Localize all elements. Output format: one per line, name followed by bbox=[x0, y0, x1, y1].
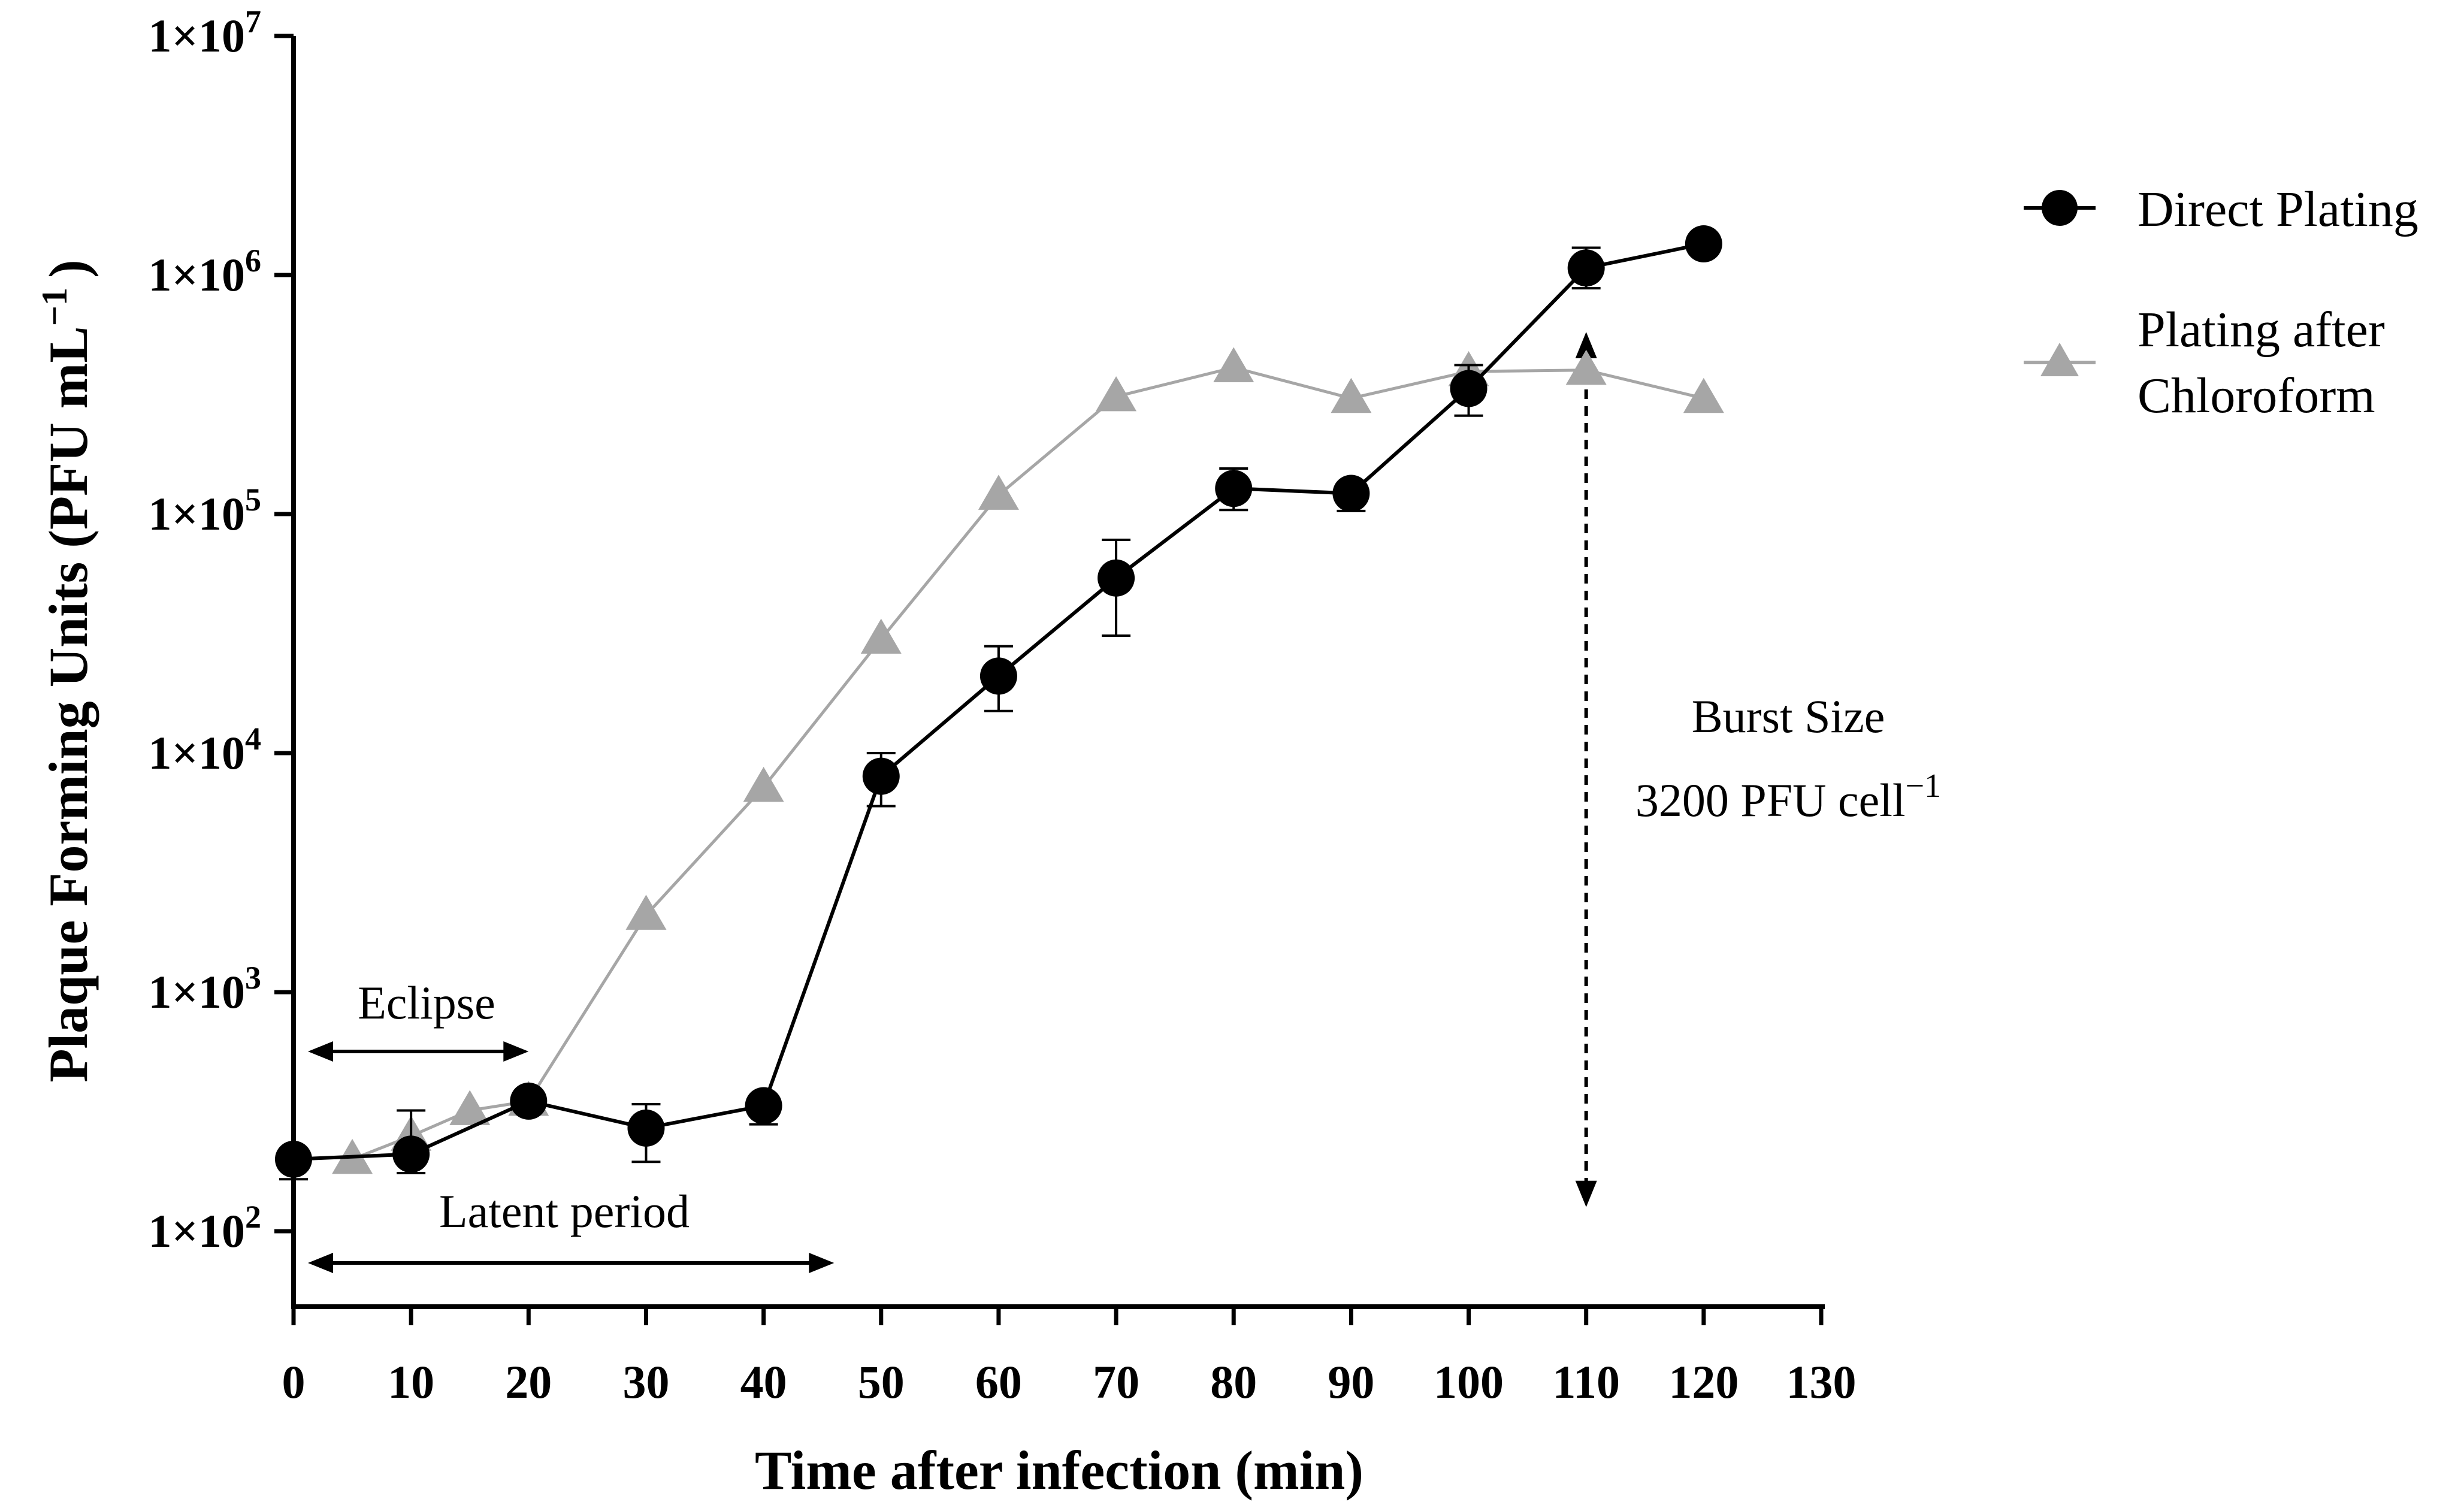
latent-arrowhead-left bbox=[308, 1253, 333, 1273]
eclipse-label: Eclipse bbox=[358, 977, 495, 1029]
x-tick-label: 0 bbox=[282, 1356, 306, 1408]
data-point bbox=[1213, 347, 1254, 382]
y-tick-label: 1×106 bbox=[149, 243, 261, 301]
data-point bbox=[860, 618, 902, 654]
latent-period-label: Latent period bbox=[439, 1185, 690, 1237]
x-tick-label: 40 bbox=[740, 1356, 787, 1408]
burst-size-value: 3200 PFU cell−1 bbox=[1635, 767, 1941, 826]
series-direct-plating bbox=[275, 225, 1722, 1181]
x-tick-label: 10 bbox=[388, 1356, 434, 1408]
data-point bbox=[862, 757, 900, 795]
series-layer bbox=[275, 225, 1724, 1181]
data-point bbox=[1332, 475, 1370, 512]
y-ticks: 1×102 1×103 1×104 1×105 1×106 1×107 bbox=[149, 4, 294, 1257]
legend-chloroform-label-line2: Chloroform bbox=[2138, 368, 2375, 424]
data-point bbox=[745, 1087, 782, 1125]
data-point bbox=[1683, 377, 1724, 413]
y-tick-label: 1×105 bbox=[149, 482, 261, 540]
x-tick-label: 130 bbox=[1786, 1356, 1857, 1408]
y-tick-label: 1×103 bbox=[149, 960, 261, 1018]
y-tick-label: 1×107 bbox=[149, 4, 261, 62]
data-point bbox=[392, 1135, 430, 1173]
x-tick-label: 90 bbox=[1328, 1356, 1374, 1408]
data-point bbox=[1331, 377, 1372, 413]
burst-size-value-exponent: −1 bbox=[1906, 767, 1942, 805]
legend-chloroform-marker bbox=[2040, 343, 2079, 376]
data-point bbox=[1450, 370, 1488, 407]
legend-chloroform-label-line1: Plating after bbox=[2138, 302, 2385, 358]
x-tick-label: 30 bbox=[622, 1356, 669, 1408]
x-tick-label: 80 bbox=[1210, 1356, 1257, 1408]
burst-size-value-text: 3200 PFU cell bbox=[1635, 774, 1906, 826]
latent-arrowhead-right bbox=[809, 1253, 835, 1273]
data-point bbox=[510, 1082, 548, 1120]
burst-arrowhead-top bbox=[1575, 332, 1597, 358]
annotations: Eclipse Latent period Burst Size 3200 PF… bbox=[308, 332, 1941, 1273]
data-point bbox=[1565, 349, 1607, 385]
legend-direct-label: Direct Plating bbox=[2138, 182, 2418, 237]
x-tick-label: 120 bbox=[1668, 1356, 1739, 1408]
data-point bbox=[1096, 376, 1137, 412]
eclipse-arrowhead-left bbox=[308, 1041, 333, 1062]
data-point bbox=[743, 766, 784, 802]
data-point bbox=[1215, 470, 1253, 507]
y-tick-label: 1×104 bbox=[149, 721, 261, 779]
data-point bbox=[627, 1109, 665, 1147]
data-point bbox=[1567, 249, 1605, 287]
series-plating-after-chloroform bbox=[332, 347, 1724, 1174]
x-ticks: 0 10 20 30 40 50 60 70 80 90 100 110 120 130 bbox=[282, 1307, 1857, 1408]
x-tick-label: 50 bbox=[858, 1356, 905, 1408]
data-point bbox=[1685, 225, 1722, 262]
y-axis-title-main: Plaque Forming Units (PFU mL bbox=[38, 326, 99, 1082]
data-point bbox=[978, 475, 1019, 510]
y-axis-title-close: ) bbox=[38, 259, 99, 278]
x-axis-title: Time after infection (min) bbox=[755, 1440, 1363, 1501]
x-tick-label: 70 bbox=[1093, 1356, 1139, 1408]
y-axis-title-exponent: −1 bbox=[35, 288, 74, 326]
legend-direct-marker bbox=[2042, 190, 2078, 226]
data-point bbox=[1098, 559, 1135, 597]
x-tick-label: 20 bbox=[505, 1356, 552, 1408]
eclipse-arrowhead-right bbox=[503, 1041, 529, 1062]
burst-size-label: Burst Size bbox=[1692, 690, 1885, 742]
data-point bbox=[625, 894, 667, 930]
y-tick-label: 1×102 bbox=[149, 1199, 261, 1257]
x-tick-label: 60 bbox=[975, 1356, 1022, 1408]
data-point bbox=[979, 657, 1017, 695]
axes bbox=[291, 36, 1825, 1309]
y-axis-title: Plaque Forming Units (PFU mL−1) bbox=[35, 259, 99, 1082]
x-tick-label: 110 bbox=[1552, 1356, 1620, 1408]
data-point bbox=[275, 1140, 312, 1178]
x-tick-label: 100 bbox=[1434, 1356, 1504, 1408]
series-line bbox=[352, 365, 1704, 1161]
burst-arrowhead-bottom bbox=[1575, 1180, 1597, 1207]
legend: Direct Plating Plating after Chloroform bbox=[2024, 182, 2418, 424]
data-point bbox=[449, 1090, 491, 1125]
